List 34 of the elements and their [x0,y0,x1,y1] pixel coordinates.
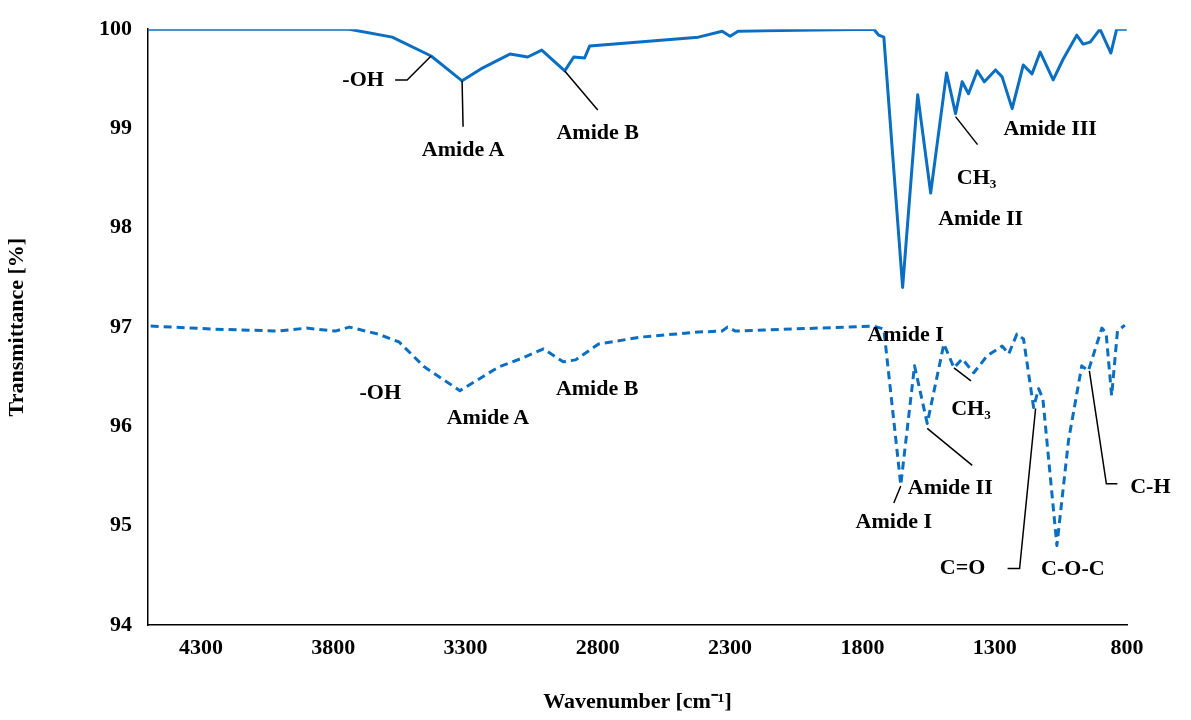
annotation: Amide A [421,135,505,161]
y-tick-label: 95 [110,511,132,537]
x-tick-label: 3800 [311,633,356,659]
x-tick-label: 800 [1110,633,1144,659]
x-tick-label: 1300 [972,633,1017,659]
y-tick-label: 94 [110,610,132,636]
y-tick-label: 100 [99,14,132,40]
annotation: -OH [359,378,402,404]
annotation: CH₃ [951,394,992,420]
annotation: C-O-C [1041,555,1105,581]
annotation: -OH [342,65,384,91]
x-tick-label: 4300 [178,633,223,659]
annotation: Amide III [1003,115,1097,141]
annotation: Amide B [556,118,640,144]
y-tick-label: 98 [110,213,132,239]
y-axis-title: Transmittance [%] [2,237,28,417]
x-tick-label: 3300 [443,633,488,659]
annotation: Amide II [907,474,993,500]
y-tick-label: 97 [110,312,132,338]
y-tick-label: 96 [110,412,132,438]
x-tick-label: 2800 [575,633,620,659]
x-tick-label: 2300 [708,633,753,659]
annotation: Amide I [867,321,944,347]
y-tick-label: 99 [110,114,132,140]
annotation: Amide I [855,507,932,533]
x-tick-label: 1800 [840,633,885,659]
x-axis-title: Wavenumber [cm⁻¹] [543,688,732,714]
annotation: CH₃ [956,164,997,190]
annotation: C-H [1130,473,1171,499]
annotation: Amide II [938,204,1024,230]
line-series [149,323,1127,548]
annotation: Amide A [446,404,530,430]
annotation: Amide B [555,374,639,400]
annotation: C=O [939,554,986,580]
